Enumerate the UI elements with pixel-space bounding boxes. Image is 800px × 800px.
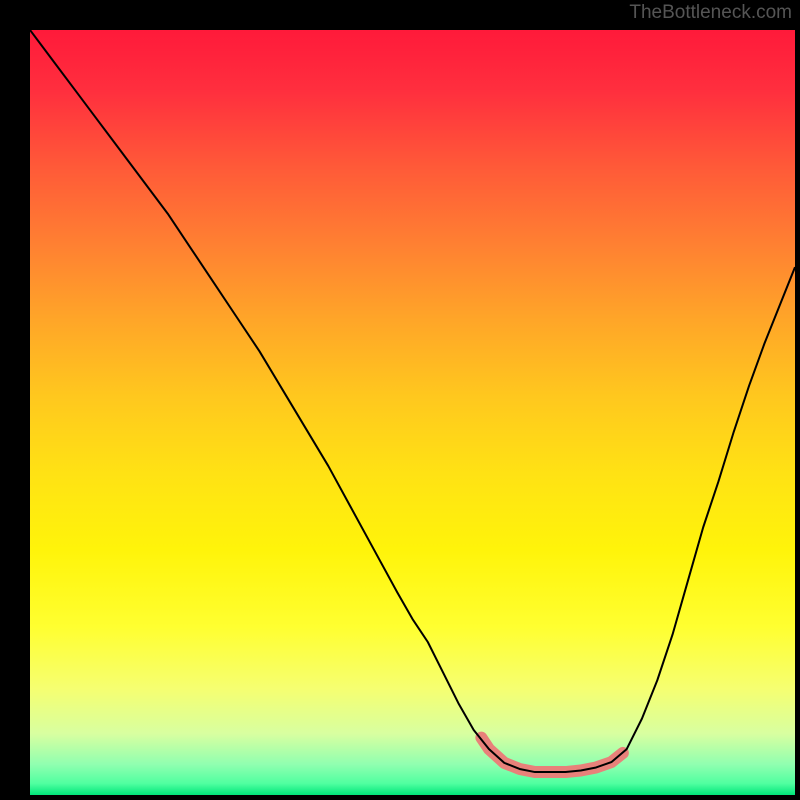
chart-background xyxy=(30,30,795,795)
watermark-text: TheBottleneck.com xyxy=(629,2,792,24)
chart-svg xyxy=(30,30,795,795)
chart-plot-area xyxy=(30,30,795,795)
